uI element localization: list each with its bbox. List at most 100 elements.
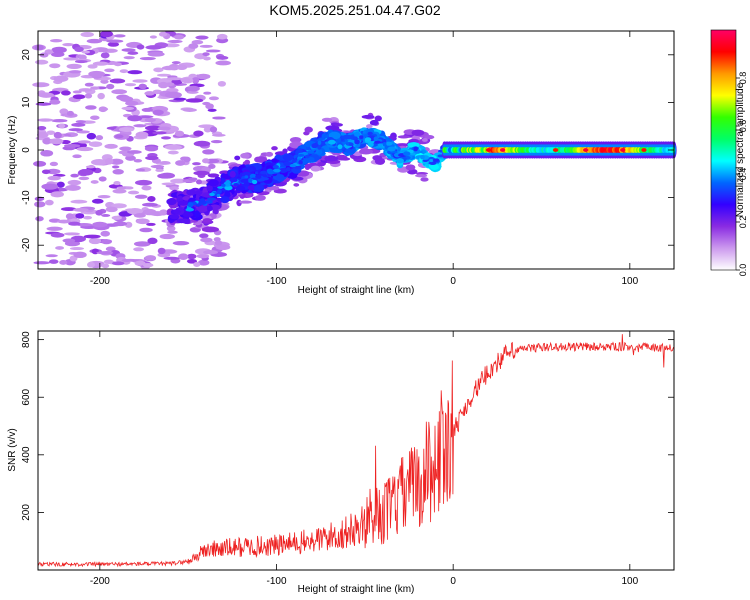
spectrogram-cell <box>172 240 190 246</box>
snr-y-ticks: 200 400 600 800 <box>21 331 674 521</box>
spectrogram-cell <box>161 65 178 71</box>
spectrogram-cell <box>208 179 219 187</box>
spectrogram-cell <box>92 221 108 228</box>
spectrogram-cell <box>100 30 113 38</box>
spectrogram-cell <box>144 91 155 96</box>
spectrogram-cell <box>641 148 647 152</box>
spectrogram-cell <box>229 177 238 183</box>
spectrogram-cell <box>37 126 47 131</box>
spectrogram-cell <box>161 182 176 186</box>
spectrogram-cell <box>121 259 132 263</box>
spectrogram-cell <box>123 56 135 60</box>
spectrogram-cell <box>144 146 159 152</box>
spectrogram-cell <box>233 182 239 187</box>
spectrogram-cell <box>159 209 168 216</box>
spectrogram-cell <box>69 247 85 251</box>
spectrogram-cell <box>361 114 375 119</box>
spectrogram-cell <box>104 68 115 73</box>
spectrogram-cell <box>167 230 178 234</box>
spectrogram-cell <box>215 244 231 251</box>
colorbar-tick: 0.4 <box>736 168 748 180</box>
spectrogram-cell <box>142 202 158 207</box>
spectrogram-cell <box>47 175 61 181</box>
colorbar-tick: 0.2 <box>736 216 748 228</box>
colorbar-tick: 0.0 <box>736 264 748 276</box>
spectrogram-cell <box>415 172 429 175</box>
spectrogram-cell <box>485 148 492 152</box>
spectrogram-cell <box>159 172 176 179</box>
spectrogram-cell <box>88 237 102 245</box>
spectrogram-cell <box>208 96 219 101</box>
spectrogram-cell <box>68 221 81 226</box>
spectrogram-cell <box>374 115 382 122</box>
snr-x-tick: -200 <box>90 331 110 587</box>
spectrogram-y-tick: 20 <box>21 49 674 61</box>
spectrogram-cell <box>63 144 81 148</box>
spectrogram-cell <box>133 241 151 247</box>
spectrogram-cell <box>208 163 216 169</box>
spectrogram-x-tick-label: 100 <box>621 276 638 287</box>
spectrogram-cells <box>32 30 677 270</box>
spectrogram-cell <box>157 247 166 255</box>
spectrogram-cell <box>285 167 291 172</box>
spectrogram-cell <box>134 260 146 266</box>
spectrogram-cell <box>133 124 147 128</box>
spectrogram-cell <box>600 148 606 152</box>
spectrogram-cell <box>199 233 209 239</box>
spectrogram-cell <box>145 155 159 161</box>
spectrogram-cell <box>354 131 361 138</box>
spectrogram-cell <box>176 64 188 71</box>
spectrogram-cell <box>182 212 194 218</box>
spectrogram-cell <box>175 160 186 166</box>
spectrogram-cell <box>282 154 294 162</box>
spectrogram-cell <box>147 196 156 202</box>
spectrogram-cell <box>147 237 158 245</box>
spectrogram-cell <box>35 102 52 106</box>
spectrogram-cell <box>272 168 281 173</box>
spectrogram-cell <box>174 130 185 137</box>
snr-y-tick-label: 200 <box>21 504 32 521</box>
spectrogram-cell <box>214 240 223 246</box>
spectrogram-cell <box>121 48 136 52</box>
spectrogram-cell <box>384 141 393 146</box>
spectrogram-cell <box>430 164 439 171</box>
spectrogram-cell <box>224 183 231 187</box>
spectrogram-cell <box>186 189 196 196</box>
spectrogram-cell <box>87 64 98 69</box>
spectrogram-cell <box>60 207 77 211</box>
spectrogram-cell <box>298 160 303 165</box>
spectrogram-cell <box>88 70 106 78</box>
spectrogram-cell <box>78 176 90 181</box>
colorbar-label: Normalized spectral amplitude <box>735 82 746 217</box>
spectrogram-cell <box>56 219 72 224</box>
spectrogram-cell <box>317 144 322 150</box>
spectrogram-cell <box>41 183 59 190</box>
spectrogram-cell <box>421 137 428 142</box>
spectrogram-cell <box>135 131 149 139</box>
spectrogram-cell <box>199 44 213 48</box>
spectrogram-cell <box>50 39 63 43</box>
spectrogram-cell <box>34 44 44 51</box>
spectrogram-y-label: Frequency (Hz) <box>7 116 18 185</box>
spectrogram-cell <box>90 180 99 184</box>
spectrogram-cell <box>126 150 142 154</box>
spectrogram-y-tick-label: 20 <box>21 49 32 61</box>
spectrogram-cell <box>164 91 182 99</box>
figure-title: KOM5.2025.251.04.47.G02 <box>269 2 440 18</box>
spectrogram-cell <box>340 157 351 161</box>
spectrogram-cell <box>382 141 387 147</box>
spectrogram-cell <box>50 191 64 198</box>
spectrogram-cell <box>113 180 121 186</box>
snr-x-tick-label: 0 <box>450 576 456 587</box>
colorbar-tick: 0.6 <box>736 120 748 132</box>
spectrogram-cell <box>293 183 300 187</box>
spectrogram-cell <box>221 183 226 187</box>
spectrogram-cell <box>70 199 88 204</box>
spectrogram-cell <box>220 196 230 204</box>
spectrogram-cell <box>193 261 201 267</box>
spectrogram-cell <box>104 143 118 149</box>
spectrogram-cell <box>310 165 321 172</box>
spectrogram-cell <box>107 42 120 47</box>
